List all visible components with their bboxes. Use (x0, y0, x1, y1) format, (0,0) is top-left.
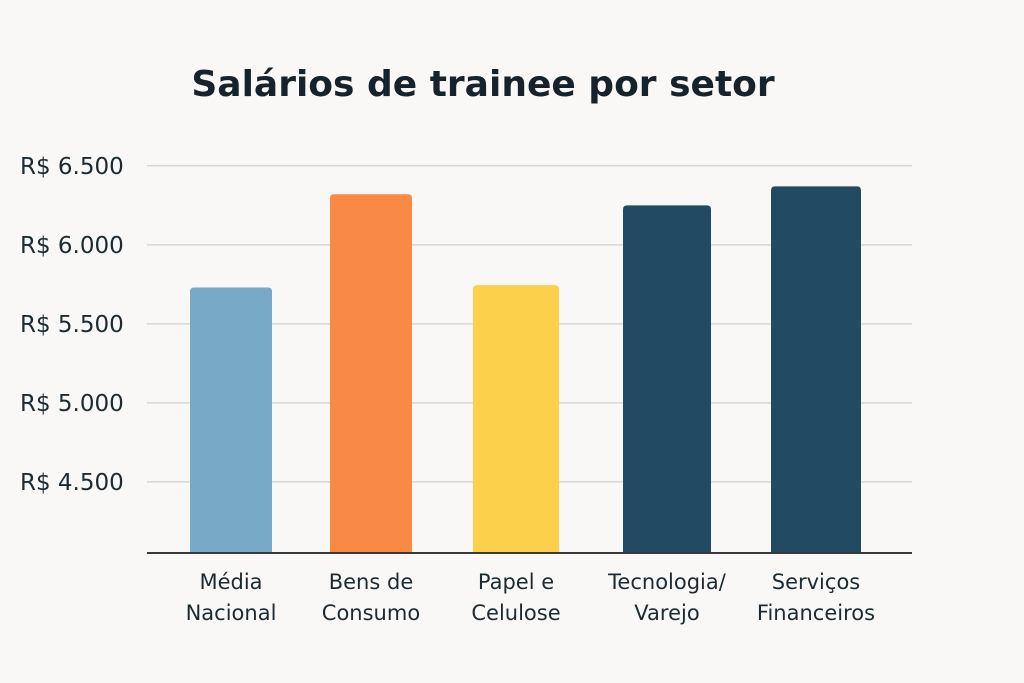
x-tick-label: Financeiros (757, 601, 875, 625)
x-tick-label: Papel e (478, 570, 554, 594)
x-tick-label: Celulose (471, 601, 560, 625)
x-tick-label: Bens de (329, 570, 414, 594)
bar (623, 205, 711, 553)
y-tick-label: R$ 6.500 (20, 154, 124, 180)
y-tick-label: R$ 5.000 (20, 391, 124, 417)
x-tick-label: Varejo (634, 601, 699, 625)
bar (771, 186, 861, 554)
bar (190, 287, 272, 553)
x-tick-label: Nacional (186, 601, 277, 625)
x-tick-label: Consumo (322, 601, 420, 625)
x-tick-label: Média (199, 570, 262, 594)
y-tick-label: R$ 6.000 (20, 233, 124, 259)
bar (473, 285, 559, 553)
chart-title: Salários de trainee por setor (191, 64, 775, 105)
x-tick-label: Tecnologia/ (607, 570, 727, 594)
y-tick-label: R$ 4.500 (20, 470, 124, 496)
bar (330, 194, 412, 553)
y-tick-label: R$ 5.500 (20, 312, 124, 338)
x-tick-label: Serviços (772, 570, 860, 594)
